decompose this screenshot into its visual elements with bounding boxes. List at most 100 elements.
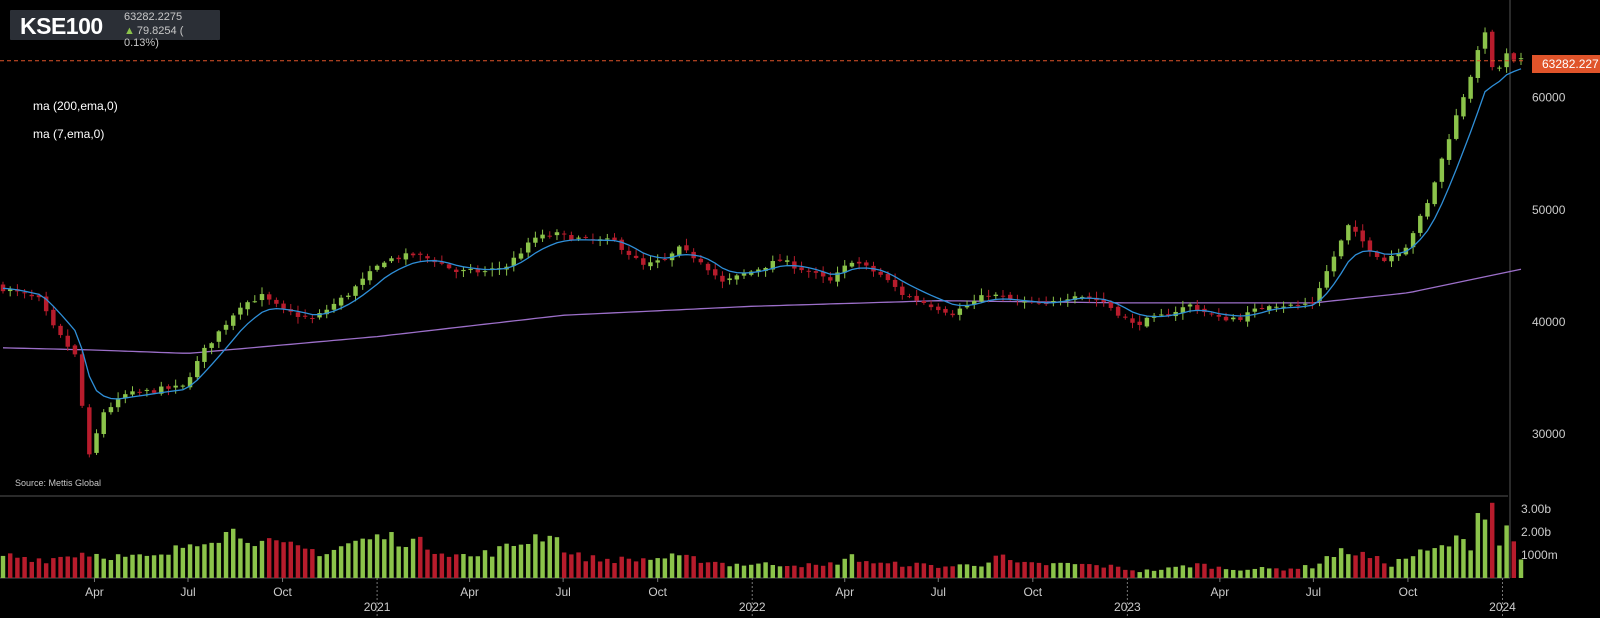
volume-bar — [446, 556, 452, 578]
candle — [561, 230, 567, 241]
candle — [252, 295, 258, 303]
volume-bar — [1108, 564, 1114, 578]
volume-bar — [58, 556, 63, 578]
candle-body — [425, 256, 430, 259]
candle-body — [1295, 305, 1301, 307]
volume-bar — [525, 544, 531, 578]
candle-body — [677, 246, 682, 255]
candle — [1137, 315, 1142, 331]
candle — [353, 284, 358, 302]
candle-body — [324, 309, 329, 315]
volume-bar — [1475, 513, 1481, 578]
volume-bar — [1482, 519, 1488, 578]
volume-tick-label: 2.00b — [1521, 525, 1551, 539]
volume-tick-label: 3.00b — [1521, 502, 1551, 516]
volume-bar — [281, 542, 286, 578]
volume-bar — [266, 538, 272, 578]
volume-bar — [799, 567, 804, 578]
candle-body — [202, 347, 207, 362]
volume-bar — [1302, 565, 1308, 578]
candle-body — [252, 301, 258, 303]
candle-body — [698, 258, 704, 263]
volume-bar — [813, 564, 819, 578]
candle-body — [1432, 182, 1437, 205]
volume-bar — [166, 554, 171, 578]
candle — [849, 260, 855, 268]
volume-bar — [763, 562, 768, 578]
volume-bar — [1051, 563, 1056, 578]
candle — [684, 238, 689, 254]
volume-bar — [864, 561, 869, 578]
candle — [900, 282, 905, 300]
ticker-symbol: KSE100 — [20, 13, 103, 39]
candle-body — [885, 273, 891, 281]
volume-bar — [842, 558, 847, 578]
volume-bar — [756, 563, 761, 578]
candle-body — [295, 312, 301, 317]
candle — [727, 273, 732, 285]
candle-body — [648, 262, 653, 267]
candle-body — [446, 264, 452, 269]
volume-bar — [454, 554, 459, 578]
candle-body — [1504, 53, 1509, 68]
volume-bar — [1252, 568, 1258, 578]
candle — [1029, 296, 1035, 304]
candle-body — [180, 385, 186, 387]
candle — [7, 286, 13, 297]
volume-bar — [1331, 557, 1337, 578]
volume-bar — [734, 563, 740, 578]
candle-body — [22, 292, 27, 294]
candle — [1144, 315, 1150, 328]
price-tick-label: 60000 — [1532, 91, 1566, 105]
candle-body — [353, 286, 358, 296]
candle-body — [266, 294, 272, 300]
volume-bar — [94, 553, 99, 578]
candle — [641, 252, 646, 270]
candle — [914, 289, 919, 306]
candle — [29, 289, 34, 300]
volume-bar — [1504, 525, 1509, 578]
last-price-tag: 63282.227 — [1532, 55, 1600, 73]
candle — [1396, 248, 1401, 261]
candle-body — [1360, 230, 1365, 242]
candle-body — [525, 242, 531, 253]
candle-body — [87, 407, 92, 455]
candle-body — [51, 309, 56, 326]
arrow-up-icon: ▲ — [124, 25, 135, 37]
candle-body — [576, 237, 581, 239]
candle — [418, 251, 423, 262]
volume-bar — [892, 561, 898, 578]
volume-bar — [835, 564, 840, 578]
candle-body — [741, 273, 747, 276]
candle — [223, 320, 229, 335]
candle-body — [101, 412, 106, 435]
month-label: Jul — [180, 585, 195, 599]
candle — [770, 255, 776, 273]
candle-body — [777, 259, 783, 261]
legend-ma200[interactable]: ma (200,ema,0) — [33, 99, 118, 113]
legend-ma7[interactable]: ma (7,ema,0) — [33, 127, 105, 141]
candle-body — [561, 233, 567, 235]
candle-body — [641, 258, 646, 265]
candle-body — [1123, 316, 1128, 318]
candle-body — [964, 305, 970, 308]
candle-body — [583, 236, 588, 238]
volume-bar — [130, 554, 135, 578]
candle — [115, 392, 121, 412]
volume-bar — [777, 566, 783, 578]
volume-bar — [29, 561, 34, 578]
volume-bar — [137, 554, 142, 578]
candle-body — [238, 307, 243, 315]
candle — [1252, 303, 1258, 318]
candle — [195, 356, 200, 380]
candle-body — [173, 385, 178, 388]
candle-body — [921, 301, 927, 303]
volume-bar — [1245, 569, 1250, 578]
candle-body — [1446, 139, 1452, 160]
volume-bar — [209, 542, 214, 578]
volume-bar — [374, 534, 380, 578]
candle — [1115, 305, 1121, 319]
volume-bar — [605, 558, 610, 578]
volume-bar — [626, 558, 632, 578]
